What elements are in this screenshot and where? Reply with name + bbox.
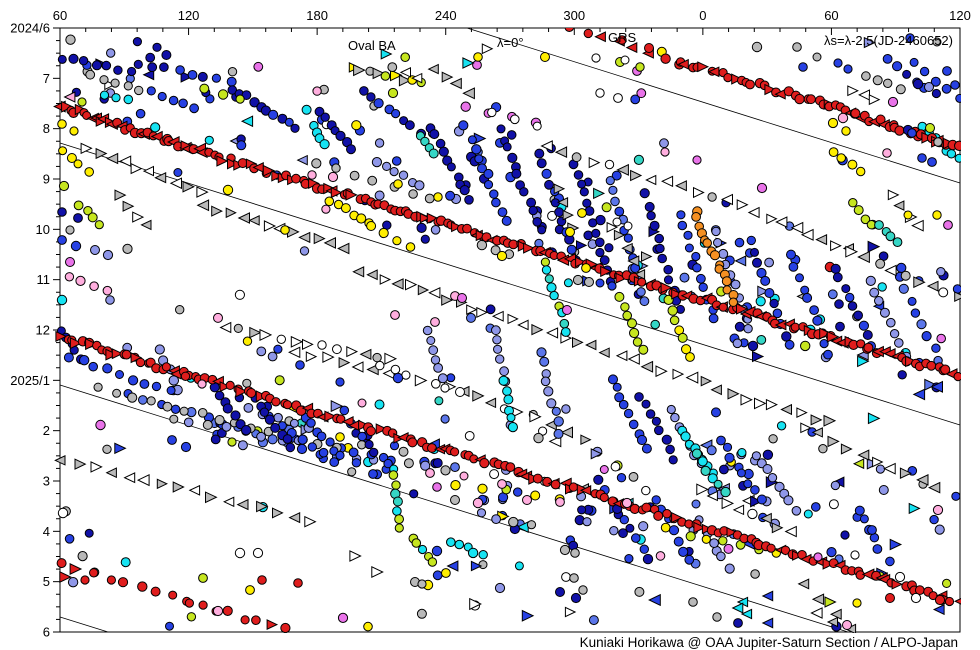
orange-track <box>691 206 739 307</box>
y-tick-label: 3 <box>43 473 50 488</box>
y-tick-label: 2 <box>43 423 50 438</box>
y-tick-label: 4 <box>43 524 50 539</box>
annotations: Oval BA λ=0° GRS λs=λ-2.5(JD-2460652) Kuniak… <box>348 30 958 650</box>
x-tick-label: 60 <box>53 8 67 23</box>
y-tick-label: 6 <box>43 624 50 639</box>
y-tick-label: 10 <box>36 222 50 237</box>
x-tick-label: 180 <box>306 8 328 23</box>
y-tick-label: 2024/6 <box>10 21 50 36</box>
y-tick-label: 12 <box>36 322 50 337</box>
y-tick-label: 9 <box>43 171 50 186</box>
x-tick-label: 120 <box>178 8 200 23</box>
annotation-credit: Kuniaki Horikawa @ OAA Jupiter-Saturn Se… <box>580 635 958 650</box>
x-axis-top: 60 120 180 240 300 0 60 120 <box>53 8 971 35</box>
annotation-lambda_zero: λ=0° <box>497 35 524 50</box>
y-tick-label: 2025/1 <box>10 373 50 388</box>
annotation-formula: λs=λ-2.5(JD-2460652) <box>824 33 953 48</box>
grs-red-track <box>53 28 961 633</box>
y-tick-label: 8 <box>43 121 50 136</box>
single-points <box>56 33 960 630</box>
x-tick-label: 60 <box>824 8 838 23</box>
x-tick-label: 0 <box>699 8 706 23</box>
y-tick-label: 5 <box>43 574 50 589</box>
y-tick-label: 11 <box>37 272 51 287</box>
annotation-grs: GRS <box>608 30 637 45</box>
annotation-oval_ba: Oval BA <box>348 38 396 53</box>
x-tick-label: 300 <box>563 8 585 23</box>
y-axis-left: 2024/6 7 8 9 10 11 12 2025/1 2 3 4 5 6 <box>10 21 60 639</box>
y-tick-label: 7 <box>43 71 50 86</box>
x-tick-label: 120 <box>949 8 971 23</box>
x-tick-label: 240 <box>435 8 457 23</box>
